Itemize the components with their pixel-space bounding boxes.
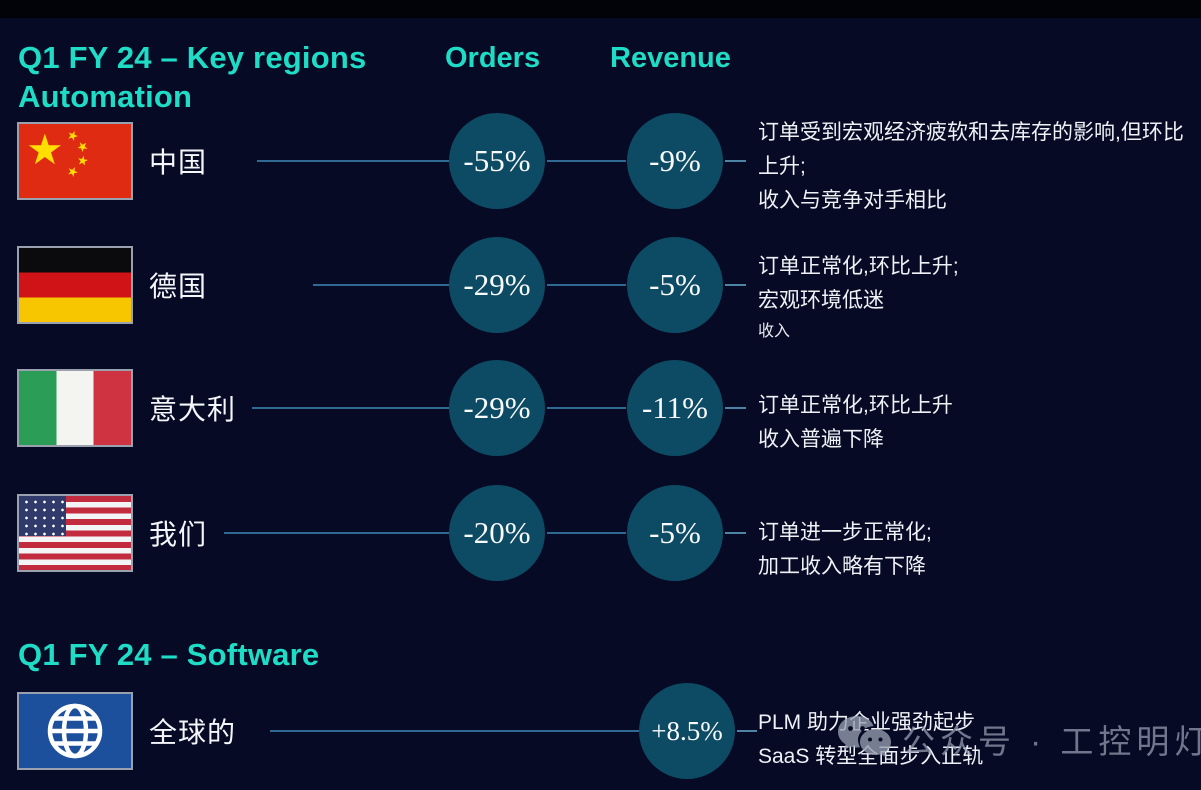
region-label: 中国 xyxy=(149,147,208,178)
page-title-line2: Automation xyxy=(18,79,193,114)
connector-line xyxy=(547,284,626,286)
connector-line xyxy=(725,532,746,534)
orders-value-circle: -55% xyxy=(449,113,545,209)
connector-line xyxy=(725,284,746,286)
region-label: 全球的 xyxy=(149,717,237,748)
region-label: 我们 xyxy=(149,519,208,550)
software-section-title: Q1 FY 24 – Software xyxy=(18,637,320,672)
note-line: 加工收入略有下降 xyxy=(758,555,926,578)
page-title-line1: Q1 FY 24 – Key regions xyxy=(18,40,367,75)
region-notes: 订单正常化,环比上升 收入普遍下降 xyxy=(758,389,1201,457)
orders-value-circle: -20% xyxy=(449,485,545,581)
region-label: 德国 xyxy=(149,271,208,302)
region-row-germany: 德国 -29% -5% 订单正常化,环比上升; 宏观环境低迷 收入 xyxy=(0,237,1201,340)
connector-line xyxy=(224,532,449,534)
globe-flag xyxy=(17,692,133,770)
note-line: 订单正常化,环比上升 xyxy=(758,394,953,417)
connector-line xyxy=(547,160,626,162)
orders-value-circle: -29% xyxy=(449,360,545,456)
region-notes: 订单进一步正常化; 加工收入略有下降 xyxy=(758,516,1201,584)
orders-value: -55% xyxy=(463,143,531,178)
note-line: 收入与竞争对手相比 xyxy=(758,189,947,212)
region-notes: 订单受到宏观经济疲软和去库存的影响,但环比上升; 收入与竞争对手相比 xyxy=(758,116,1201,218)
region-row-global: 全球的 +8.5% PLM 助力企业强劲起步 SaaS 转型全面步入正轨 xyxy=(0,683,1201,779)
connector-line xyxy=(313,284,449,286)
note-line-small: 收入 xyxy=(758,323,791,340)
globe-icon xyxy=(47,703,103,759)
orders-value-circle: -29% xyxy=(449,237,545,333)
revenue-value: -9% xyxy=(649,143,701,178)
revenue-value-circle: -5% xyxy=(627,237,723,333)
italy-flag xyxy=(17,369,133,447)
note-line: 收入普遍下降 xyxy=(758,428,884,451)
connector-line xyxy=(725,407,746,409)
connector-line xyxy=(737,730,757,732)
revenue-value: -5% xyxy=(649,267,701,302)
china-flag: ★ ★ ★ ★ ★ xyxy=(17,122,133,200)
orders-value: -20% xyxy=(463,515,531,550)
region-notes: PLM 助力企业强劲起步 SaaS 转型全面步入正轨 xyxy=(758,706,1201,774)
revenue-value-circle: +8.5% xyxy=(639,683,735,779)
connector-line xyxy=(257,160,449,162)
us-flag-canton xyxy=(19,496,66,536)
note-line: 订单进一步正常化; xyxy=(758,521,932,544)
us-flag xyxy=(17,494,133,572)
revenue-column-header: Revenue xyxy=(610,42,731,74)
revenue-value-circle: -5% xyxy=(627,485,723,581)
note-line: PLM 助力企业强劲起步 xyxy=(758,711,976,734)
region-row-china: ★ ★ ★ ★ ★ 中国 -55% -9% 订单受到宏观经济疲软和去库存的影响,… xyxy=(0,113,1201,212)
revenue-value-circle: -9% xyxy=(627,113,723,209)
connector-line xyxy=(547,407,626,409)
note-line: 订单受到宏观经济疲软和去库存的影响,但环比上升; xyxy=(758,121,1184,178)
top-bar xyxy=(0,0,1201,18)
connector-line xyxy=(252,407,449,409)
note-line: 订单正常化,环比上升; xyxy=(758,255,959,278)
germany-flag xyxy=(17,246,133,324)
orders-value: -29% xyxy=(463,267,531,302)
china-flag-small-star-icon: ★ xyxy=(64,162,82,181)
connector-line xyxy=(270,730,639,732)
note-line: 宏观环境低迷 xyxy=(758,289,884,312)
region-row-italy: 意大利 -29% -11% 订单正常化,环比上升 收入普遍下降 xyxy=(0,360,1201,456)
connector-line xyxy=(725,160,746,162)
connector-line xyxy=(547,532,626,534)
revenue-value: -5% xyxy=(649,515,701,550)
revenue-value-circle: -11% xyxy=(627,360,723,456)
orders-value: -29% xyxy=(463,390,531,425)
page-title: Q1 FY 24 – Key regions Automation xyxy=(18,38,448,116)
orders-column-header: Orders xyxy=(445,42,541,74)
region-notes: 订单正常化,环比上升; 宏观环境低迷 收入 xyxy=(758,250,1201,343)
region-row-us: 我们 -20% -5% 订单进一步正常化; 加工收入略有下降 xyxy=(0,485,1201,581)
revenue-value: -11% xyxy=(642,390,708,425)
china-flag-big-star-icon: ★ xyxy=(26,126,64,173)
note-line: SaaS 转型全面步入正轨 xyxy=(758,745,984,768)
revenue-value: +8.5% xyxy=(651,715,723,746)
region-label: 意大利 xyxy=(149,394,237,425)
